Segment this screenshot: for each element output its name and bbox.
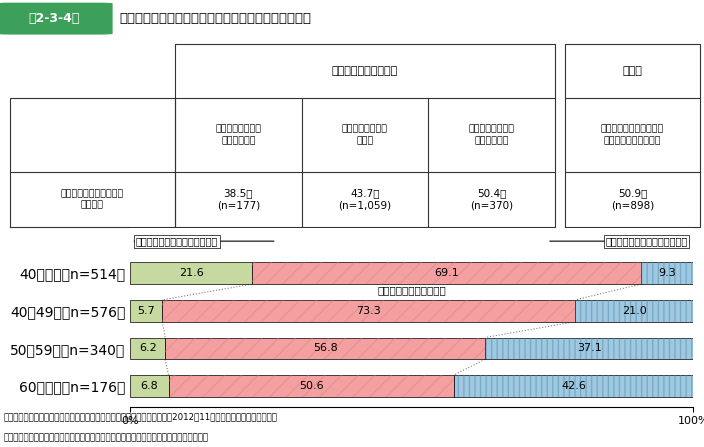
Text: 56.8: 56.8: [313, 343, 337, 354]
Text: 6.8: 6.8: [141, 381, 158, 391]
Text: 42.6: 42.6: [561, 381, 586, 391]
Bar: [453, 375, 693, 397]
Text: もっと遅い時期の
方が良かった: もっと遅い時期の 方が良かった: [215, 125, 261, 146]
Bar: [641, 262, 693, 284]
Text: 事業承継のタイミング: 事業承継のタイミング: [332, 66, 398, 76]
FancyBboxPatch shape: [0, 3, 113, 34]
Text: 事業承継時の現経営者年齢別の事業承継のタイミング: 事業承継時の現経営者年齢別の事業承継のタイミング: [120, 12, 312, 25]
Text: 50.9歳
(n=898): 50.9歳 (n=898): [611, 188, 654, 211]
Text: 5.7: 5.7: [137, 306, 155, 316]
Text: 21.6: 21.6: [179, 268, 203, 278]
Text: 最近５年間の現経営者の
事業承継時の平均年齢: 最近５年間の現経営者の 事業承継時の平均年齢: [601, 125, 664, 146]
Text: ちょうど良い時期だった: ちょうど良い時期だった: [377, 285, 446, 295]
Text: 21.0: 21.0: [622, 306, 647, 316]
Bar: [130, 300, 163, 322]
Text: 50.6: 50.6: [298, 381, 323, 391]
Text: 現経営者の事業承継時の
平均年齢: 現経営者の事業承継時の 平均年齢: [61, 189, 124, 210]
Text: 73.3: 73.3: [356, 306, 381, 316]
Text: 69.1: 69.1: [434, 268, 459, 278]
Text: 38.5歳
(n=177): 38.5歳 (n=177): [217, 188, 260, 211]
Bar: [163, 300, 575, 322]
Text: 9.3: 9.3: [658, 268, 676, 278]
Text: 50.4歳
(n=370): 50.4歳 (n=370): [470, 188, 513, 211]
Text: ちょうど良い時期
だった: ちょうど良い時期 だった: [342, 125, 388, 146]
Text: 参　考: 参 考: [622, 66, 643, 76]
Bar: [641, 262, 693, 284]
Bar: [575, 300, 693, 322]
Bar: [168, 375, 453, 397]
Bar: [165, 337, 485, 359]
Bar: [168, 375, 453, 397]
Bar: [252, 262, 641, 284]
Bar: [252, 262, 641, 284]
Bar: [163, 300, 575, 322]
Text: もっと早い時期の
方が良かった: もっと早い時期の 方が良かった: [469, 125, 515, 146]
Bar: [575, 300, 693, 322]
Text: 6.2: 6.2: [139, 343, 156, 354]
Bar: [130, 337, 165, 359]
Text: 第2-3-4図: 第2-3-4図: [29, 12, 80, 25]
Text: もっと早い時期の方が良かった: もっと早い時期の方が良かった: [605, 236, 688, 246]
Text: 37.1: 37.1: [577, 343, 602, 354]
Bar: [130, 375, 168, 397]
Bar: [453, 375, 693, 397]
Text: （注）　事業承継のタイミングについて、「分からない」と回答した企業は除いている。: （注） 事業承継のタイミングについて、「分からない」と回答した企業は除いている。: [4, 433, 208, 442]
Text: 43.7歳
(n=1,059): 43.7歳 (n=1,059): [339, 188, 391, 211]
Bar: [485, 337, 694, 359]
Bar: [130, 262, 252, 284]
Text: もっと遅い時期の方が良かった: もっと遅い時期の方が良かった: [136, 236, 218, 246]
Text: 資料：中小企業庁委託「中小企業の事業承継に関するアンケート調査」（2012年11月、（株）野村総合研究所）: 資料：中小企業庁委託「中小企業の事業承継に関するアンケート調査」（2012年11…: [4, 413, 277, 422]
Bar: [485, 337, 694, 359]
Bar: [165, 337, 485, 359]
